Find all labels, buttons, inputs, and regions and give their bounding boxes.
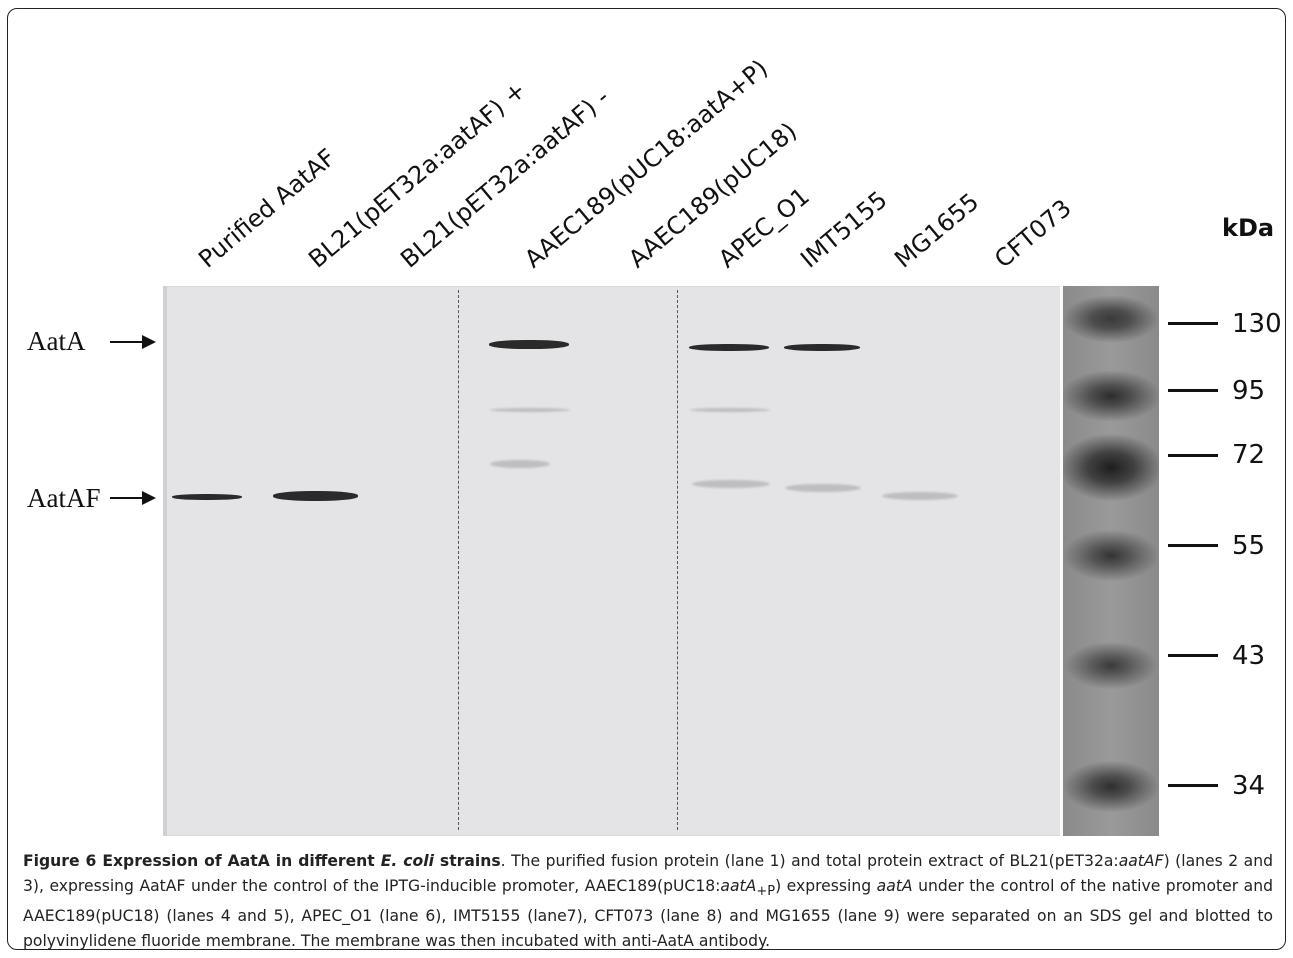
caption-italic: aatA xyxy=(876,877,913,895)
faint-band xyxy=(490,408,570,412)
caption-subscript: +P xyxy=(756,884,776,900)
faint-band xyxy=(785,484,861,492)
figure-frame xyxy=(7,8,1286,950)
figure-caption: Figure 6 Expression of AatA in different… xyxy=(23,849,1273,954)
marker-tick xyxy=(1168,784,1218,787)
caption-title-prefix: Figure 6 Expression of AatA in different xyxy=(23,852,381,870)
aata-band-lane-6 xyxy=(689,344,769,351)
aataf-band-lane-1 xyxy=(172,494,242,500)
aata-band-lane-7 xyxy=(784,344,860,351)
faint-band xyxy=(882,492,958,500)
protein-ladder xyxy=(1060,286,1159,836)
marker-34: 34 xyxy=(1232,771,1266,801)
aata-arrow xyxy=(110,335,156,349)
marker-72: 72 xyxy=(1232,440,1266,470)
aataf-band-lane-2 xyxy=(273,491,358,501)
caption-text: under the control of the native promoter… xyxy=(23,877,1274,951)
marker-95: 95 xyxy=(1232,376,1266,406)
marker-tick xyxy=(1168,544,1218,547)
caption-text: . The purified fusion protein (lane 1) a… xyxy=(500,852,1119,870)
marker-130: 130 xyxy=(1232,309,1282,339)
caption-text: ) expressing xyxy=(775,877,877,895)
faint-band xyxy=(692,480,770,488)
marker-tick xyxy=(1168,454,1218,457)
aata-band-lane-4 xyxy=(489,340,569,349)
aata-label: AatA xyxy=(27,326,86,356)
caption-title: Figure 6 Expression of AatA in different… xyxy=(23,852,501,870)
marker-55: 55 xyxy=(1232,531,1266,561)
caption-title-italic: E. coli xyxy=(380,852,434,870)
marker-tick xyxy=(1168,322,1218,325)
faint-band xyxy=(490,460,550,468)
aataf-label: AatAF xyxy=(27,483,101,513)
western-blot-membrane xyxy=(163,286,1060,836)
lane-divider xyxy=(458,290,459,830)
lane-divider xyxy=(677,290,678,830)
caption-italic: aatAF xyxy=(1118,852,1164,870)
marker-tick xyxy=(1168,389,1218,392)
caption-text: ) (lanes 2 and 3), expressing AatAF unde… xyxy=(23,852,1274,895)
marker-tick xyxy=(1168,654,1218,657)
unit-label: kDa xyxy=(1222,214,1275,242)
marker-43: 43 xyxy=(1232,641,1266,671)
aataf-arrow xyxy=(110,491,156,505)
caption-title-suffix: strains xyxy=(433,852,501,870)
faint-band xyxy=(690,408,770,412)
caption-italic: aatA xyxy=(720,877,757,895)
